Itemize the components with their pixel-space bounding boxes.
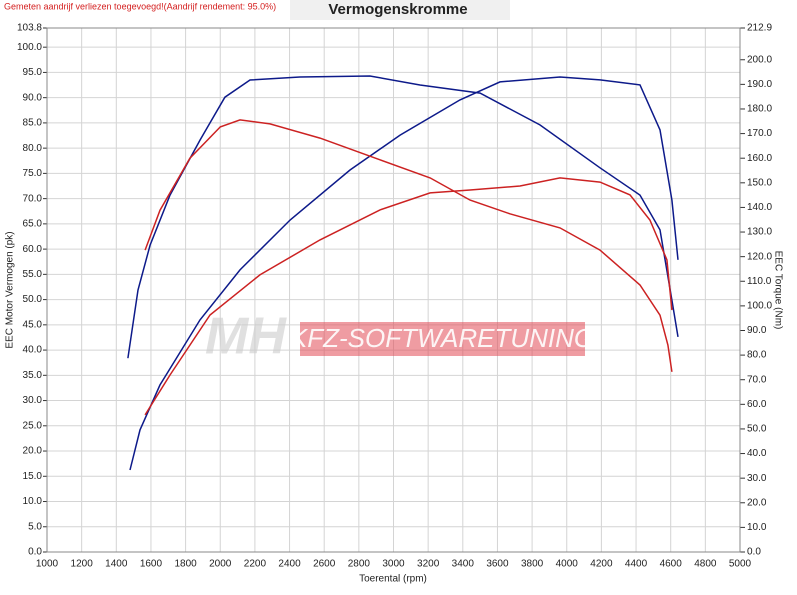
watermark: KFZ-SOFTWARETUNING — [290, 323, 594, 353]
line — [144, 177, 673, 416]
y-tick-label: 45.0 — [23, 319, 43, 330]
y2-tick-label: 30.0 — [747, 473, 767, 484]
x-tick-label: 4800 — [694, 559, 717, 570]
y2-tick-label: 120.0 — [747, 251, 772, 262]
x-tick-label: 4400 — [625, 559, 648, 570]
x-tick-label: 1200 — [71, 559, 94, 570]
x-tick-label: 3000 — [382, 559, 405, 570]
y-tick-label: 65.0 — [23, 219, 43, 230]
x-tick-label: 1800 — [174, 559, 197, 570]
x-tick-label: 2000 — [209, 559, 232, 570]
y2-tick-label: 50.0 — [747, 424, 767, 435]
x-tick-label: 4200 — [590, 559, 613, 570]
y-tick-label: 70.0 — [23, 193, 43, 204]
watermark-box — [300, 322, 585, 356]
x-tick-label: 2800 — [348, 559, 371, 570]
x-axis-label: Toerental (rpm) — [359, 574, 427, 585]
y2-tick-label: 100.0 — [747, 301, 772, 312]
y2-tick-label: 130.0 — [747, 227, 772, 238]
y-tick-label: 35.0 — [23, 370, 43, 381]
title-box — [290, 0, 510, 20]
y2-tick-label: 190.0 — [747, 79, 772, 90]
y2-tick-label: 60.0 — [747, 399, 767, 410]
y-tick-label: 80.0 — [23, 143, 43, 154]
y-tick-label: 10.0 — [23, 496, 43, 507]
y-tick-label: 20.0 — [23, 446, 43, 457]
x-tick-label: 3400 — [452, 559, 475, 570]
line — [129, 76, 679, 471]
y-tick-label: 85.0 — [23, 118, 43, 129]
y-tick-label: 40.0 — [23, 345, 43, 356]
y-tick-label: 30.0 — [23, 395, 43, 406]
y2-tick-label: 110.0 — [747, 276, 772, 287]
x-tick-label: 1400 — [105, 559, 128, 570]
x-tick-label: 1000 — [36, 559, 59, 570]
watermark: MH — [205, 308, 287, 366]
x-tick-label: 2400 — [278, 559, 301, 570]
y-tick-label: 50.0 — [23, 294, 43, 305]
y2-tick-label: 40.0 — [747, 448, 767, 459]
y-axis-label: EEC Motor Vermogen (pk) — [5, 231, 16, 348]
y2-tick-label: 20.0 — [747, 497, 767, 508]
y2-tick-label: 140.0 — [747, 202, 772, 213]
y-tick-label: 15.0 — [23, 471, 43, 482]
x-tick-label: 4000 — [556, 559, 579, 570]
y-tick-label: 0.0 — [28, 547, 42, 558]
y2-tick-label: 180.0 — [747, 104, 772, 115]
y-tick-label: 103.8 — [17, 23, 42, 34]
y-tick-label: 100.0 — [17, 42, 42, 53]
y2-tick-label: 200.0 — [747, 54, 772, 65]
y-tick-label: 55.0 — [23, 269, 43, 280]
y2-tick-label: 90.0 — [747, 325, 767, 336]
y-tick-label: 5.0 — [28, 521, 42, 532]
x-tick-label: 5000 — [729, 559, 752, 570]
x-tick-label: 4600 — [660, 559, 683, 570]
x-tick-label: 2600 — [313, 559, 336, 570]
line — [144, 119, 673, 372]
y-tick-label: 75.0 — [23, 168, 43, 179]
y2-tick-label: 170.0 — [747, 128, 772, 139]
y2-tick-label: 80.0 — [747, 350, 767, 361]
y-tick-label: 25.0 — [23, 420, 43, 431]
x-tick-label: 3200 — [417, 559, 440, 570]
x-tick-label: 1600 — [140, 559, 163, 570]
y2-axis-label: EEC Torque (Nm) — [772, 251, 783, 330]
y2-tick-label: 0.0 — [747, 547, 761, 558]
y2-tick-label: 70.0 — [747, 374, 767, 385]
note: Gemeten aandrijf verliezen toegevoegd!(A… — [4, 1, 276, 11]
x-tick-label: 2200 — [244, 559, 267, 570]
y2-tick-label: 160.0 — [747, 153, 772, 164]
y-tick-label: 95.0 — [23, 67, 43, 78]
line — [127, 75, 679, 359]
plot-frame — [46, 27, 741, 553]
y-tick-label: 90.0 — [23, 92, 43, 103]
y2-tick-label: 10.0 — [747, 522, 767, 533]
y2-tick-label: 212.9 — [747, 23, 772, 34]
chart-title: Vermogenskromme — [328, 1, 467, 18]
x-tick-label: 3600 — [486, 559, 509, 570]
y2-tick-label: 150.0 — [747, 177, 772, 188]
x-tick-label: 3800 — [521, 559, 544, 570]
y-tick-label: 60.0 — [23, 244, 43, 255]
